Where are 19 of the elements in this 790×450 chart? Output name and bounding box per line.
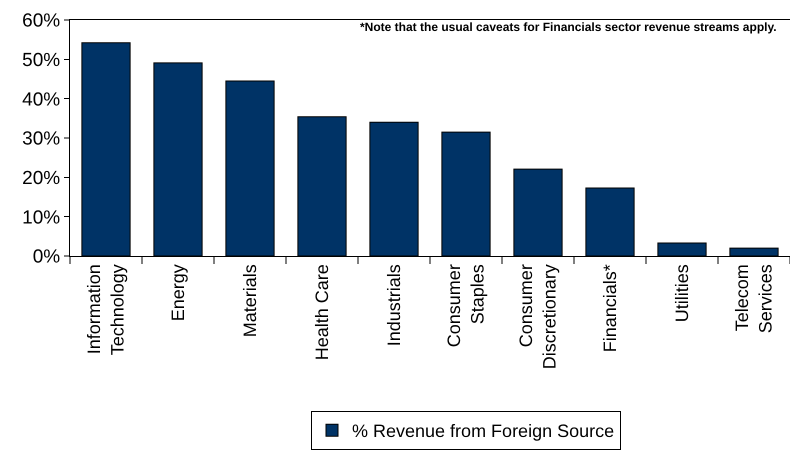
- y-tick-label: 50%: [22, 50, 60, 71]
- y-tick-label: 30%: [22, 128, 60, 150]
- y-tick-label: 0%: [32, 246, 60, 268]
- x-tick-label: Consumer Staples: [444, 264, 488, 348]
- y-tick-label: 40%: [22, 89, 60, 110]
- x-tick-label: Materials: [240, 264, 260, 338]
- legend-label: % Revenue from Foreign Source: [352, 421, 614, 442]
- x-tick-label: Consumer Discretionary: [516, 264, 560, 370]
- x-tick-label: Telecom Services: [732, 264, 776, 334]
- x-tick-label: Information Technology: [84, 264, 128, 356]
- y-tick-label: 60%: [22, 10, 60, 32]
- x-tick-label: Energy: [168, 264, 188, 322]
- x-tick-label: Utilities: [672, 264, 692, 322]
- x-tick-label: Financials*: [600, 264, 620, 352]
- x-tick-label: Health Care: [312, 264, 332, 360]
- y-tick-label: 10%: [22, 207, 60, 228]
- y-tick-label: 20%: [22, 168, 60, 189]
- annotation: *Note that the usual caveats for Financials sector revenue streams apply.: [360, 20, 777, 34]
- x-tick-label: Industrials: [384, 264, 404, 346]
